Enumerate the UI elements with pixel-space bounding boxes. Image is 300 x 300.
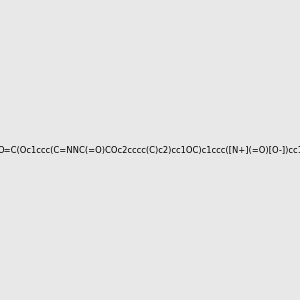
Text: O=C(Oc1ccc(C=NNC(=O)COc2cccc(C)c2)cc1OC)c1ccc([N+](=O)[O-])cc1: O=C(Oc1ccc(C=NNC(=O)COc2cccc(C)c2)cc1OC)…: [0, 146, 300, 154]
